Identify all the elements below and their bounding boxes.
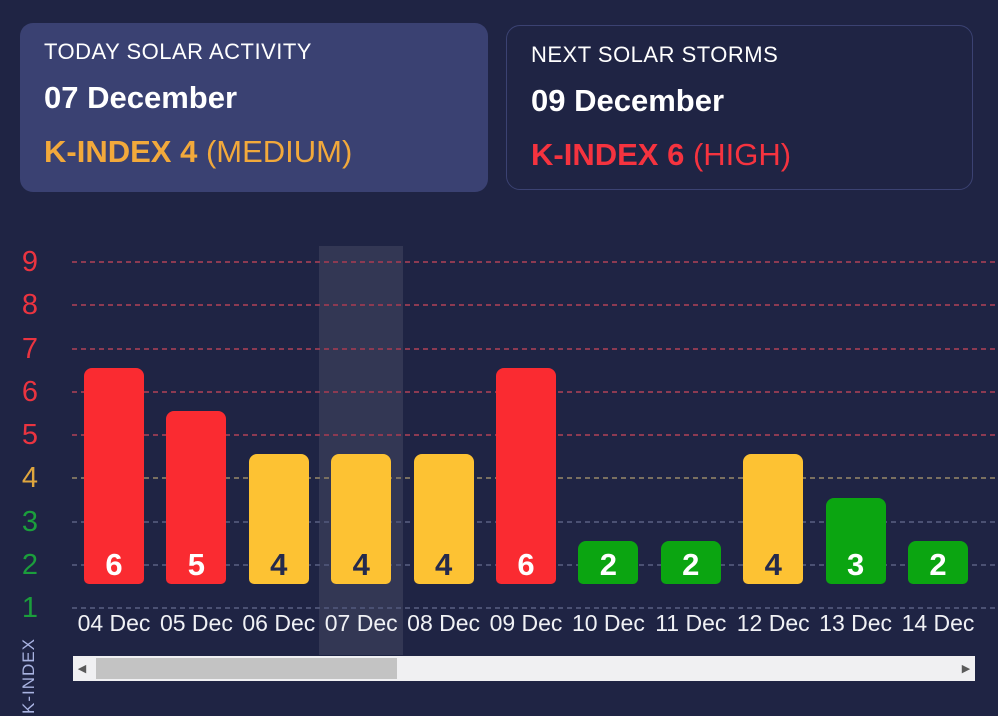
bar-value-label: 4 [270,547,288,582]
kindex-bar-04-dec[interactable] [84,367,144,584]
bar-value-label: 6 [105,547,123,582]
x-axis-label-10-dec: 10 Dec [571,610,645,636]
highlighted-day-band [319,246,404,655]
next-kindex-value: K-INDEX 6 [531,137,685,172]
y-tick-label-8: 8 [21,289,38,322]
kindex-bar-06-dec[interactable] [248,454,309,584]
y-tick-label-9: 9 [21,246,38,278]
y-tick-label-5: 5 [21,419,38,451]
today-kindex-value: K-INDEX 4 [44,134,198,169]
bar-value-label: 6 [517,547,535,582]
kindex-bar-08-dec[interactable] [413,454,474,584]
y-tick-label-4: 4 [21,462,38,495]
scrollbar-thumb[interactable] [96,658,397,679]
bar-value-label: 3 [846,547,865,582]
y-axis-title: K-INDEX [19,638,38,714]
bar-value-label: 4 [764,547,782,582]
x-axis-label-13-dec: 13 Dec [819,610,893,636]
today-date: 07 December [44,80,238,115]
scroll-left-arrow-icon[interactable]: ◀ [77,663,87,675]
kindex-bar-11-dec[interactable] [660,540,721,584]
kindex-bar-09-dec[interactable] [496,367,556,584]
x-axis-label-08-dec: 08 Dec [407,610,481,636]
x-axis-label-12-dec: 12 Dec [736,610,810,636]
y-tick-label-7: 7 [21,332,38,365]
x-axis-label-05-dec: 05 Dec [159,610,233,636]
x-axis-label-11-dec: 11 Dec [655,610,727,636]
bar-value-label: 2 [682,547,700,582]
horizontal-scrollbar[interactable]: ◀ ▶ [73,656,975,681]
bar-value-label: 4 [352,547,370,582]
next-kindex: K-INDEX 6 (HIGH) [531,135,948,175]
today-solar-activity-card: TODAY SOLAR ACTIVITY 07 December K-INDEX… [20,23,488,192]
next-date: 09 December [531,83,725,118]
today-card-title: TODAY SOLAR ACTIVITY [44,39,312,64]
next-kindex-level: (HIGH) [692,137,792,172]
gridline-7 [72,347,998,350]
gridline-1 [72,607,998,609]
y-tick-label-6: 6 [21,375,38,408]
kindex-bar-14-dec[interactable] [908,540,968,584]
scroll-right-arrow-icon[interactable]: ▶ [961,663,971,675]
bar-value-label: 2 [599,547,618,582]
next-card-title: NEXT SOLAR STORMS [531,42,779,67]
kindex-bar-13-dec[interactable] [825,497,886,584]
x-axis-label-09-dec: 09 Dec [489,610,563,636]
x-axis-label-04-dec: 04 Dec [77,610,151,636]
kindex-bar-12-dec[interactable] [743,454,804,584]
bar-value-label: 5 [187,547,206,582]
today-kindex-level: (MEDIUM) [205,134,353,169]
y-tick-label-3: 3 [21,505,38,538]
x-axis-label-06-dec: 06 Dec [242,610,316,636]
y-tick-label-1: 1 [21,592,38,624]
bar-value-label: 4 [434,547,453,582]
gridline-9 [72,261,998,263]
x-axis-label-07-dec: 07 Dec [324,610,398,636]
gridline-8 [72,304,998,307]
y-tick-label-2: 2 [21,548,38,581]
kindex-bar-10-dec[interactable] [578,540,639,584]
kindex-bar-05-dec[interactable] [166,411,227,584]
today-kindex: K-INDEX 4 (MEDIUM) [44,132,464,172]
kindex-bar-07-dec[interactable] [331,454,392,584]
next-solar-storms-card: NEXT SOLAR STORMS 09 December K-INDEX 6 … [506,25,973,190]
bar-value-label: 2 [929,547,947,582]
x-axis-label-14-dec: 14 Dec [901,610,975,636]
